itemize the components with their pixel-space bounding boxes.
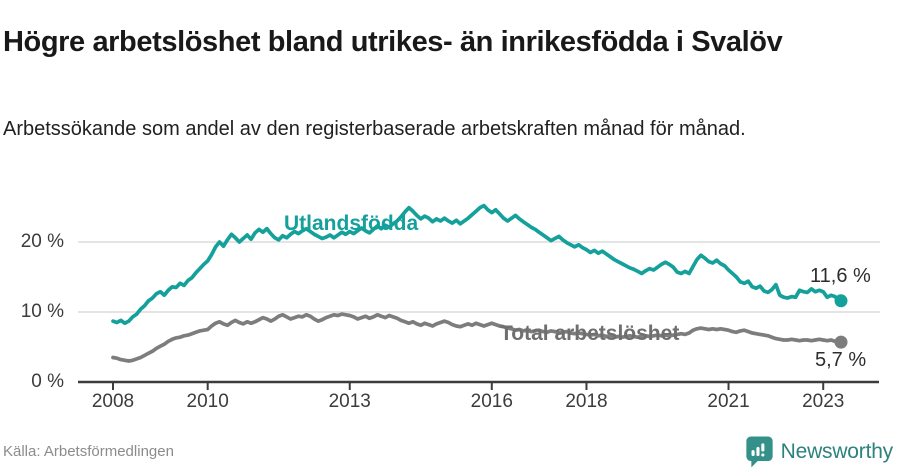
x-axis-tick-label: 2023: [802, 391, 845, 412]
x-axis-tick-label: 2018: [565, 391, 608, 412]
newsworthy-bubble-chart-icon: [745, 435, 774, 468]
x-axis-tick-label: 2008: [91, 391, 135, 412]
chart-title: Högre arbetslöshet bland utrikes- än inr…: [3, 26, 783, 59]
series-label-total-arbetsloshet: Total arbetslöshet: [500, 322, 680, 345]
series-end-dot-1: [834, 335, 848, 349]
source-attribution: Källa: Arbetsförmedlingen: [3, 443, 174, 460]
end-value-label-utlandsfodda: 11,6 %: [810, 265, 871, 287]
series-end-dot-0: [834, 294, 848, 308]
x-axis-tick-label: 2013: [328, 391, 371, 412]
x-axis-tick-label: 2021: [707, 391, 750, 412]
end-value-label-total: 5,7 %: [815, 349, 867, 371]
x-axis-tick-label: 2016: [470, 391, 513, 412]
y-axis-tick-label: 0 %: [31, 371, 64, 392]
series-line-1: [111, 312, 841, 363]
chart-subtitle: Arbetssökande som andel av den registerb…: [3, 118, 746, 140]
newsworthy-wordmark: Newsworthy: [780, 439, 894, 463]
series-label-utlandsfodda: Utlandsfödda: [284, 212, 419, 235]
series-line-0: [111, 203, 841, 326]
x-axis-tick-label: 2010: [186, 391, 229, 412]
y-axis-tick-label: 10 %: [20, 301, 64, 322]
y-axis-tick-label: 20 %: [20, 231, 64, 252]
newsworthy-logo: Newsworthy: [745, 435, 893, 468]
